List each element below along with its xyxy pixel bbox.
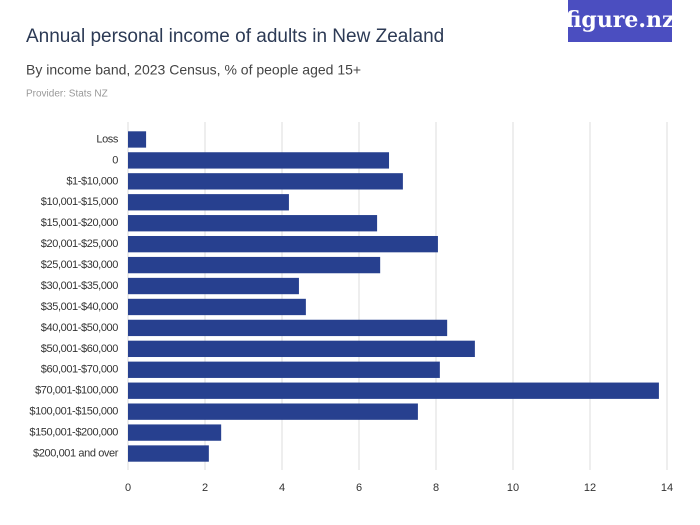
bar [128, 256, 381, 274]
x-tick-label: 8 [433, 482, 439, 494]
logo: figure.nz [565, 7, 674, 33]
bar [128, 382, 659, 399]
x-tick-label: 2 [202, 482, 208, 494]
bar [128, 403, 418, 420]
x-tick-label: 6 [356, 482, 362, 494]
bar [128, 131, 147, 148]
y-tick-label: $10,001-$15,000 [41, 196, 118, 208]
logo-box [568, 0, 672, 42]
y-tick-label: $150,001-$200,000 [29, 427, 118, 439]
x-tick-label: 14 [661, 482, 673, 494]
bar [128, 424, 222, 441]
y-tick-label: $30,001-$35,000 [41, 280, 118, 292]
y-tick-label: $60,001-$70,000 [41, 364, 118, 376]
bar [128, 340, 475, 358]
y-tick-label: $35,001-$40,000 [41, 301, 118, 313]
chart-title: Annual personal income of adults in New … [26, 26, 444, 47]
bar [128, 215, 378, 232]
y-tick-label: $70,001-$100,000 [35, 385, 118, 397]
x-tick-label: 4 [279, 482, 285, 494]
bar [128, 173, 403, 190]
y-tick-label: $40,001-$50,000 [41, 322, 118, 334]
bar [128, 277, 299, 295]
bar [128, 361, 440, 378]
x-tick-label: 12 [584, 482, 596, 494]
x-tick-label: 10 [507, 482, 519, 494]
bar [128, 298, 306, 316]
y-tick-label: $50,001-$60,000 [41, 343, 118, 355]
subtitle: By income band, 2023 Census, % of people… [26, 62, 361, 78]
y-tick-label: $200,001 and over [33, 447, 119, 459]
bar [128, 445, 209, 462]
y-tick-label: Loss [96, 133, 119, 145]
y-tick-label: $100,001-$150,000 [29, 406, 118, 418]
bar [128, 194, 289, 211]
y-tick-label: $20,001-$25,000 [41, 238, 118, 250]
y-tick-label: $25,001-$30,000 [41, 259, 118, 271]
y-tick-label: $15,001-$20,000 [41, 217, 118, 229]
x-tick-label: 0 [125, 482, 131, 494]
y-tick-label: 0 [112, 154, 118, 166]
y-tick-label: $1-$10,000 [66, 175, 118, 187]
bar [128, 319, 448, 337]
bar [128, 152, 390, 169]
source: Provider: Stats NZ [26, 89, 108, 100]
bar [128, 235, 438, 253]
